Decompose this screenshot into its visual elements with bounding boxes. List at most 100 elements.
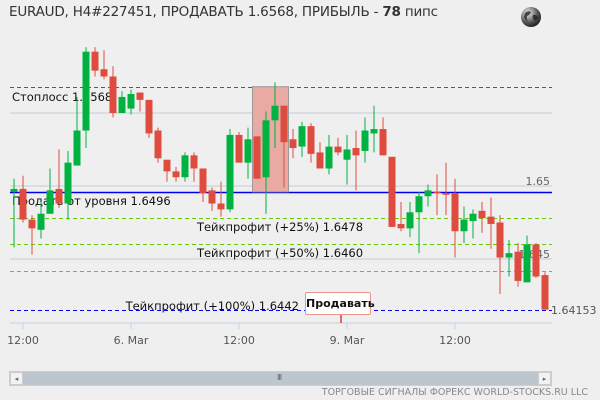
candle [424, 184, 432, 207]
candle-body [271, 105, 279, 121]
candle [280, 105, 288, 188]
candle-body [226, 134, 234, 210]
candle-body [190, 155, 198, 169]
candle-body [334, 146, 342, 153]
candle [307, 123, 315, 163]
candle-body [325, 146, 333, 169]
candle [514, 242, 522, 287]
candle-body [307, 126, 315, 154]
candle-body [388, 156, 396, 227]
candle-body [523, 244, 531, 283]
candle-body [46, 190, 54, 214]
candle [433, 174, 441, 216]
footer-credit: ТОРГОВЫЕ СИГНАЛЫ ФОРЕКС WORLD-STOCKS.RU … [321, 387, 588, 398]
candle [82, 47, 90, 149]
candle-body [10, 188, 18, 192]
candle-body [451, 193, 459, 232]
candle-body [262, 120, 270, 178]
candle [253, 136, 261, 179]
candle [136, 92, 144, 112]
entry-label: Продать от уровня 1.6496 [12, 194, 171, 208]
candle-body [73, 130, 81, 166]
candle [271, 82, 279, 149]
candle [181, 152, 189, 182]
profit-unit: пипс [400, 4, 438, 20]
candle-body [298, 126, 306, 147]
candle-body [127, 94, 135, 109]
candle-body [145, 99, 153, 134]
candle [208, 187, 216, 211]
candles [10, 47, 549, 310]
horizontal-scrollbar[interactable]: ◂ III ▸ [9, 371, 552, 386]
x-tick-label: 9. Mar [330, 334, 365, 347]
candle-body [253, 136, 261, 179]
candle [19, 175, 27, 223]
candle [478, 202, 486, 233]
price-chart[interactable]: 1.65 1.645 Стоплосс 1.6568 Продать от ур… [0, 0, 600, 370]
candle-body [415, 196, 423, 213]
candle-body [82, 51, 90, 131]
candle [325, 134, 333, 175]
candle [487, 197, 495, 249]
candle-body [289, 139, 297, 149]
candle [334, 137, 342, 156]
candle-body [208, 190, 216, 204]
x-tick-label: 12:00 [7, 334, 39, 347]
sell-signal-tag[interactable]: Продавать [305, 292, 375, 315]
candle [451, 178, 459, 258]
candle-body [235, 134, 243, 163]
candle-body [217, 203, 225, 210]
candle [226, 129, 234, 213]
candle [370, 105, 378, 153]
candle [532, 242, 540, 278]
candle [460, 206, 468, 243]
candle-body [478, 210, 486, 219]
candle [118, 91, 126, 113]
scroll-left-button[interactable]: ◂ [10, 372, 23, 385]
scroll-grip-icon[interactable]: III [277, 373, 282, 382]
candle-body [172, 171, 180, 178]
candle-body [244, 139, 252, 163]
scroll-right-button[interactable]: ▸ [538, 372, 551, 385]
candle-body [352, 148, 360, 156]
candle-body [361, 130, 369, 151]
candle [28, 215, 36, 255]
candle-body [487, 216, 495, 224]
candle-body [154, 130, 162, 159]
candle [469, 209, 477, 239]
y-tick-label: 1.65 [526, 175, 551, 188]
takeprofit-50-label: Тейкпрофит (+50%) 1.6460 [196, 246, 363, 260]
candle-body [109, 76, 117, 113]
candle [397, 202, 405, 232]
takeprofit-25-label: Тейкпрофит (+25%) 1.6478 [196, 220, 363, 234]
candle [235, 131, 243, 163]
candle [154, 127, 162, 163]
candle [406, 202, 414, 238]
candle-body [118, 96, 126, 113]
candle-body [424, 190, 432, 197]
candle-body [379, 129, 387, 156]
candle-body [460, 219, 468, 232]
globe-icon[interactable] [520, 6, 542, 28]
candle [343, 134, 351, 185]
candle [505, 240, 513, 277]
candle-body [100, 69, 108, 77]
candle-body [442, 193, 450, 195]
candle-body [343, 149, 351, 160]
candle [100, 50, 108, 80]
candle [379, 117, 387, 156]
candle [163, 159, 171, 182]
candle-body [505, 253, 513, 258]
candle-body [469, 213, 477, 222]
candle [262, 111, 270, 214]
candle [361, 117, 369, 163]
candle-body [280, 105, 288, 143]
candle-body [370, 129, 378, 134]
candle [523, 235, 531, 283]
candle [127, 89, 135, 115]
x-tick-label: 12:00 [439, 334, 471, 347]
candle-body [37, 213, 45, 230]
candle-body [136, 92, 144, 100]
candle [10, 178, 18, 248]
candle [64, 150, 72, 220]
